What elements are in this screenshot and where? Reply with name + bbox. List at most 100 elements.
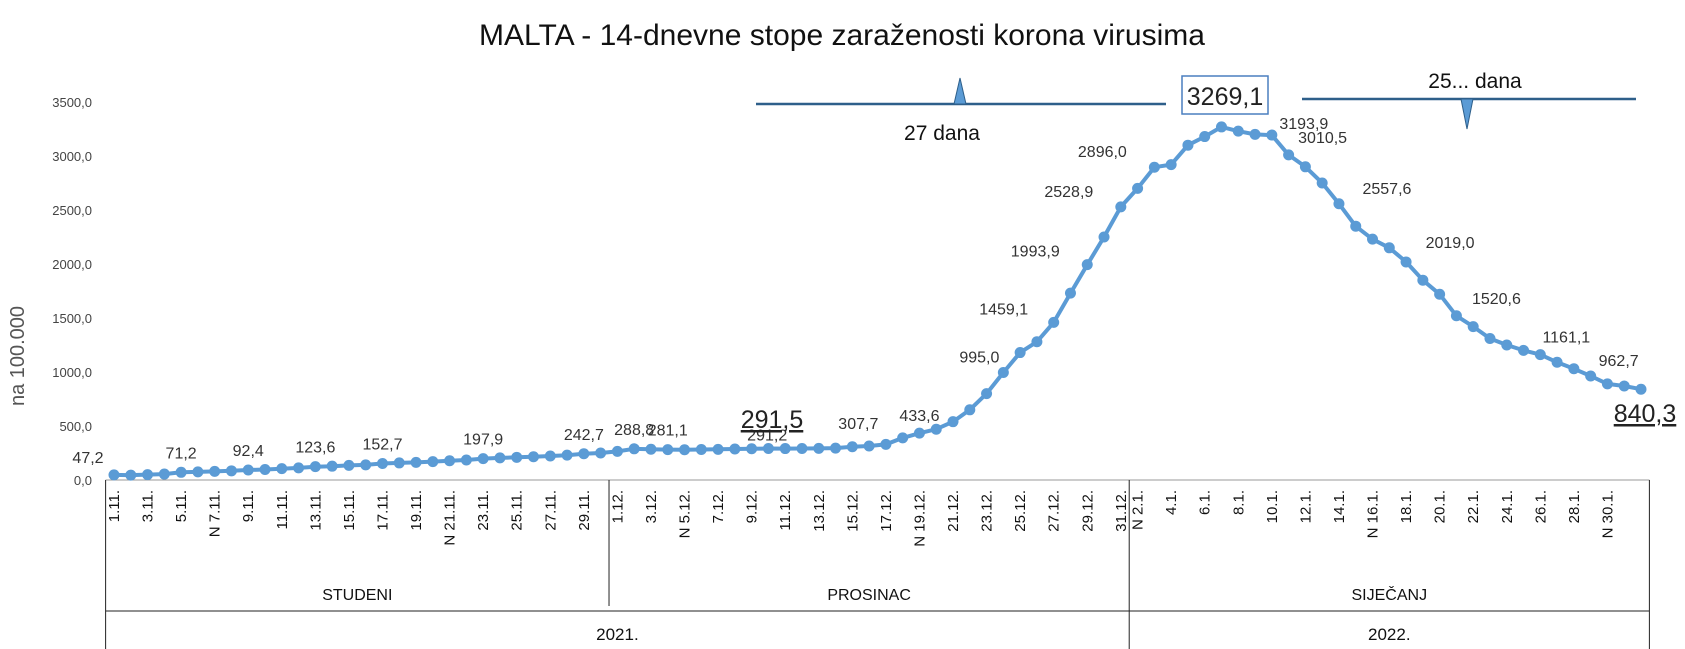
month-label: PROSINAC (827, 587, 911, 604)
data-point (846, 441, 858, 453)
data-point (1383, 242, 1395, 254)
data-labels: 47,2 71,2 92,4 123,6 152,7 197,9 242,7 288,8281… (72, 116, 1638, 467)
month-label: STUDENI (322, 587, 392, 604)
x-tick-label: N 5.12. (677, 490, 694, 538)
data-point (1148, 161, 1160, 173)
data-point (1601, 378, 1613, 390)
data-point (746, 443, 758, 455)
data-point (578, 448, 590, 460)
data-label: 962,7 (1599, 353, 1639, 370)
x-tick-label: 15.11. (341, 490, 358, 531)
data-point (880, 438, 892, 450)
data-point (1249, 128, 1261, 140)
peak-value-label: 3269,1 (1187, 83, 1263, 111)
x-tick-label: 11.12. (777, 490, 794, 531)
x-tick-label: N 16.1. (1365, 490, 1382, 538)
data-point (544, 450, 556, 462)
data-label: 92,4 (233, 443, 264, 460)
data-label: 197,9 (463, 432, 503, 449)
x-tick-label: 10.1. (1264, 490, 1281, 523)
data-point (242, 464, 254, 476)
data-point (813, 442, 825, 454)
x-tick-label: 13.11. (307, 490, 324, 531)
mid-highlight-label: 291,5 (741, 406, 804, 434)
data-label: 307,7 (838, 416, 878, 433)
data-point (360, 459, 372, 471)
data-label: 2019,0 (1426, 235, 1475, 252)
data-point (1585, 370, 1597, 382)
data-point (964, 404, 976, 416)
data-point (1199, 131, 1211, 143)
data-point (897, 432, 909, 444)
data-point (1450, 310, 1462, 322)
y-tick-label: 3000,0 (52, 149, 92, 164)
data-point (125, 469, 137, 481)
data-point (225, 465, 237, 477)
data-point (645, 443, 657, 455)
data-point (947, 416, 959, 428)
data-point (1551, 356, 1563, 368)
data-point (729, 443, 741, 455)
data-label: 291,2 (747, 428, 787, 445)
data-point (863, 440, 875, 452)
data-point (1064, 287, 1076, 299)
x-tick-label: 19.11. (408, 490, 425, 531)
y-tick-label: 0,0 (74, 473, 92, 488)
x-tick-label: 6.1. (1197, 490, 1214, 515)
data-point (762, 443, 774, 455)
x-tick-label: 17.12. (878, 490, 895, 532)
x-tick-label: 13.12. (811, 490, 828, 532)
data-point (1316, 177, 1328, 189)
data-point (1434, 288, 1446, 300)
data-point (1031, 336, 1043, 348)
data-point (1115, 201, 1127, 213)
data-label: 2896,0 (1078, 144, 1127, 161)
data-point (1333, 198, 1345, 210)
data-label: 123,6 (295, 440, 335, 457)
data-label: 281,1 (648, 423, 688, 440)
data-label: 3010,5 (1298, 130, 1347, 147)
data-point (175, 466, 187, 478)
data-point (1484, 333, 1496, 345)
x-tick-label: 22.1. (1465, 490, 1482, 523)
data-point (444, 455, 456, 467)
x-tick-label: 25.12. (1012, 490, 1029, 532)
data-point (695, 444, 707, 456)
x-tick-label: 20.1. (1432, 490, 1449, 523)
x-tick-label: 29.11. (576, 490, 593, 531)
data-point (276, 463, 288, 475)
x-tick-label: 8.1. (1230, 490, 1247, 515)
data-point (1367, 233, 1379, 245)
x-tick-label: 9.12. (744, 490, 761, 523)
end-highlight-label: 840,3 (1614, 400, 1677, 428)
x-tick-label: 15.12. (844, 490, 861, 532)
x-axis: 1.11. 3.11. 5.11. N 7.11. 9.11. 11.11. 13.11. 1… (105, 479, 1650, 649)
y-tick-label: 500,0 (59, 419, 92, 434)
x-tick-label: 29.12. (1079, 490, 1096, 532)
data-point (343, 459, 355, 471)
left-bracket-label: 27 dana (904, 122, 980, 145)
data-point (309, 461, 321, 473)
x-tick-label: N 7.11. (207, 490, 224, 537)
data-label: 1161,1 (1542, 330, 1590, 347)
data-point (1266, 129, 1278, 141)
data-point (326, 460, 338, 472)
data-point (410, 456, 422, 468)
chart-title: MALTA - 14-dnevne stope zaraženosti koro… (479, 19, 1205, 52)
data-point (528, 451, 540, 463)
data-point (1534, 349, 1546, 361)
right-bracket-label: 25... dana (1428, 70, 1522, 93)
data-label: 2557,6 (1362, 181, 1411, 198)
data-point (712, 443, 724, 455)
data-point (1467, 321, 1479, 333)
data-label: 1459,1 (979, 301, 1028, 318)
data-point (477, 453, 489, 465)
x-tick-label: N 30.1. (1599, 490, 1616, 538)
x-tick-label: 3.12. (643, 490, 660, 523)
data-point (1132, 182, 1144, 194)
data-point (679, 444, 691, 456)
y-tick-label: 2000,0 (52, 257, 92, 272)
month-label: SIJEČANJ (1352, 585, 1428, 604)
year-label: 2021. (596, 625, 639, 644)
